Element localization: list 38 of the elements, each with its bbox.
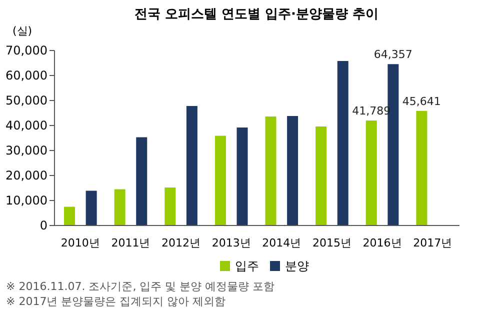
x-tick-label: 2011년	[111, 236, 150, 250]
chart-title: 전국 오피스텔 연도별 입주·분양물량 추이	[134, 7, 379, 22]
y-tick-label: 10,000	[6, 194, 48, 208]
legend-label: 입주	[235, 259, 259, 273]
y-tick-label: 60,000	[6, 68, 48, 82]
bar	[337, 61, 348, 225]
x-tick-label: 2012년	[162, 236, 201, 250]
bar	[416, 110, 428, 225]
bar	[164, 188, 176, 225]
bar	[287, 116, 298, 225]
x-tick-label: 2014년	[262, 236, 302, 250]
bar	[316, 126, 327, 225]
data-label: 45,641	[402, 94, 441, 108]
y-axis-title: (실)	[12, 24, 32, 38]
bar	[214, 136, 226, 225]
bar	[186, 106, 198, 225]
y-tick-label: 20,000	[6, 168, 48, 182]
bar	[114, 189, 126, 225]
text: ※ 2017년 분양물량은 집계되지 않아 제외함	[6, 295, 226, 308]
x-tick-label: 2016년	[362, 236, 402, 250]
x-tick-label: 2015년	[312, 236, 352, 250]
bar	[236, 128, 248, 225]
x-tick-label: 2013년	[212, 236, 251, 250]
y-tick-label: 40,000	[6, 118, 48, 132]
data-label: 64,357	[374, 48, 412, 62]
x-tick-label: 2010년	[60, 236, 100, 250]
y-tick-label: 30,000	[6, 144, 48, 158]
text: ※ 2016.11.07. 조사기준, 입주 및 분양 예정물량 포함	[6, 280, 275, 293]
y-tick-label: 50,000	[6, 94, 48, 108]
bar	[366, 120, 377, 225]
y-tick-label: 70,000	[6, 44, 48, 58]
bar	[136, 137, 148, 225]
x-tick-label: 2017년	[413, 236, 452, 250]
legend-label: 분양	[285, 259, 309, 273]
bar	[86, 190, 97, 225]
bar	[265, 116, 276, 225]
bar	[64, 206, 76, 225]
y-tick-label: 0	[40, 218, 48, 232]
